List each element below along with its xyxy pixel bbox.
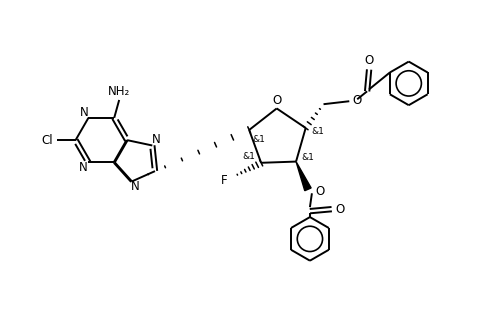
Text: N: N xyxy=(79,161,88,174)
Text: &1: &1 xyxy=(311,127,324,136)
Text: N: N xyxy=(152,133,161,146)
Text: O: O xyxy=(335,203,344,216)
Text: O: O xyxy=(272,94,281,107)
Text: NH₂: NH₂ xyxy=(108,85,130,98)
Text: N: N xyxy=(131,180,140,193)
Text: &1: &1 xyxy=(252,135,265,144)
Polygon shape xyxy=(296,162,311,191)
Text: &1: &1 xyxy=(243,152,255,161)
Text: O: O xyxy=(364,54,374,67)
Text: O: O xyxy=(316,185,325,198)
Text: Cl: Cl xyxy=(41,134,53,147)
Text: N: N xyxy=(80,106,89,119)
Text: F: F xyxy=(221,174,228,187)
Text: &1: &1 xyxy=(301,153,314,162)
Text: O: O xyxy=(353,94,362,107)
